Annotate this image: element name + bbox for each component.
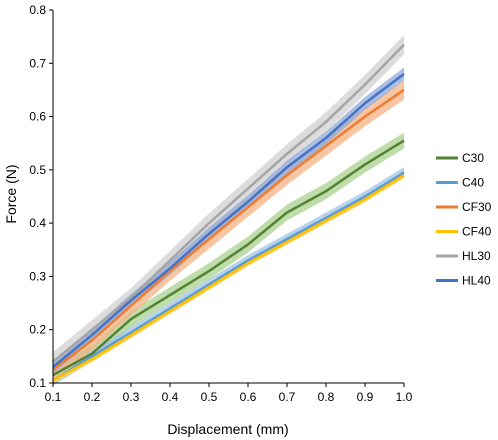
legend-label-c30: C30 [462, 151, 484, 165]
y-axis-title: Force (N) [3, 164, 19, 223]
series-line-c30 [52, 139, 405, 377]
y-tick-labels: 0.1 0.2 0.3 0.4 0.5 0.6 0.7 0.8 [29, 3, 53, 390]
y-tick-label: 0.3 [29, 269, 46, 283]
legend-label-hl30: HL30 [462, 249, 491, 263]
y-tick-label: 0.6 [29, 110, 46, 124]
x-tick-label: 0.1 [45, 390, 62, 404]
x-tick-label: 0.7 [279, 390, 296, 404]
y-tick-label: 0.4 [29, 216, 46, 230]
legend-label-hl40: HL40 [462, 274, 491, 288]
series-line-c40 [52, 171, 405, 382]
legend-label-cf40: CF40 [462, 225, 492, 239]
x-tick-label: 0.5 [201, 390, 218, 404]
x-tick-label: 1.0 [396, 390, 413, 404]
x-tick-label: 0.6 [240, 390, 257, 404]
axes [52, 10, 404, 384]
series-line-hl30 [52, 43, 405, 363]
x-tick-labels: 0.1 0.2 0.3 0.4 0.5 0.6 0.7 0.8 0.9 1.0 [45, 383, 413, 404]
y-tick-label: 0.7 [29, 56, 46, 70]
band-cf30 [53, 80, 404, 380]
series-line-cf40 [52, 174, 405, 382]
series-line-hl40 [52, 72, 405, 368]
legend-label-cf30: CF30 [462, 200, 492, 214]
x-axis-title: Displacement (mm) [167, 421, 288, 437]
confidence-bands [53, 35, 404, 386]
x-tick-label: 0.4 [162, 390, 179, 404]
x-tick-label: 0.2 [84, 390, 101, 404]
y-tick-label: 0.1 [29, 376, 46, 390]
series-line-cf30 [52, 88, 405, 371]
series-lines [52, 43, 405, 382]
x-tick-label: 0.8 [318, 390, 335, 404]
x-tick-label: 0.9 [357, 390, 374, 404]
y-tick-label: 0.2 [29, 323, 46, 337]
y-tick-label: 0.8 [29, 3, 46, 17]
legend-label-c40: C40 [462, 176, 484, 190]
x-tick-label: 0.3 [123, 390, 140, 404]
y-tick-label: 0.5 [29, 163, 46, 177]
legend: C30 C40 CF30 CF40 HL30 HL40 [436, 151, 492, 288]
